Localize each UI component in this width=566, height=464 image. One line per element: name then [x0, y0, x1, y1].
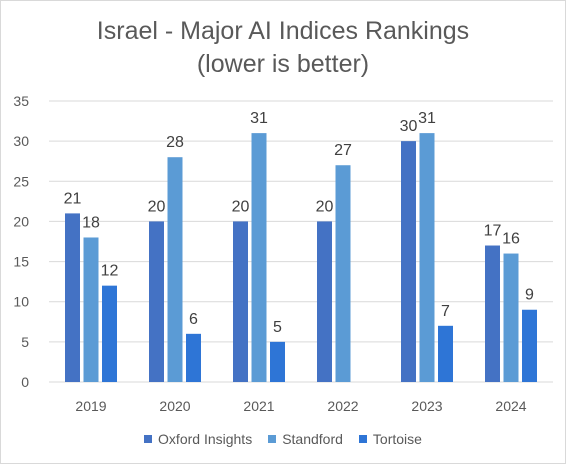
y-tick-label-0: 0: [21, 374, 29, 390]
legend-swatch-oxford-insights: [144, 435, 153, 443]
bar-oxford-insights-2022: [317, 221, 332, 382]
bar-oxford-insights-2023: [401, 141, 416, 382]
legend-item-oxford-insights: Oxford Insights: [144, 431, 252, 447]
y-tick-label-25: 25: [13, 173, 29, 189]
bar-tortoise-2020: [186, 333, 201, 382]
data-label-standford-2023: 31: [418, 110, 436, 127]
data-label-standford-2021: 31: [250, 110, 268, 127]
y-tick-label-15: 15: [13, 254, 29, 270]
legend-label-standford: Standford: [282, 431, 343, 447]
bar-standford-2024: [503, 253, 519, 382]
data-label-standford-2020: 28: [166, 134, 184, 151]
data-label-tortoise-2019: 12: [101, 263, 119, 280]
bar-standford-2020: [167, 157, 183, 382]
bar-oxford-insights-2024: [485, 245, 500, 382]
y-tick-label-10: 10: [13, 294, 29, 310]
data-label-tortoise-2020: 6: [189, 311, 198, 328]
x-tick-label-2023: 2023: [411, 398, 442, 414]
y-tick-label-30: 30: [13, 133, 29, 149]
data-label-oxford-insights-2023: 30: [400, 118, 418, 135]
chart-title: Israel - Major AI Indices Rankings (lowe…: [1, 15, 565, 81]
data-label-oxford-insights-2024: 17: [484, 223, 502, 240]
data-label-oxford-insights-2020: 20: [148, 198, 166, 215]
legend-label-oxford-insights: Oxford Insights: [158, 431, 253, 447]
x-tick-label-2022: 2022: [327, 398, 358, 414]
bar-standford-2019: [83, 237, 99, 382]
y-tick-label-5: 5: [21, 334, 29, 350]
x-tick-label-2020: 2020: [159, 398, 190, 414]
bar-standford-2022: [335, 165, 351, 382]
data-label-standford-2022: 27: [334, 142, 352, 159]
x-tick-label-2019: 2019: [75, 398, 106, 414]
bar-oxford-insights-2020: [149, 221, 164, 382]
legend-item-standford: Standford: [268, 431, 343, 447]
bar-tortoise-2024: [522, 309, 537, 382]
legend-label-tortoise: Tortoise: [372, 431, 422, 447]
legend-item-tortoise: Tortoise: [358, 431, 422, 447]
x-tick-label-2024: 2024: [495, 398, 526, 414]
bar-standford-2021: [251, 133, 267, 382]
bar-tortoise-2023: [438, 325, 453, 382]
data-label-oxford-insights-2022: 20: [316, 198, 334, 215]
data-label-tortoise-2021: 5: [273, 319, 282, 336]
bar-tortoise-2019: [102, 285, 117, 382]
data-label-standford-2019: 18: [82, 214, 100, 231]
bar-oxford-insights-2019: [65, 213, 80, 382]
data-label-tortoise-2023: 7: [441, 303, 450, 320]
chart-title-line-2: (lower is better): [196, 50, 370, 78]
legend-swatch-tortoise: [358, 435, 367, 443]
y-tick-label-35: 35: [13, 93, 29, 109]
data-label-oxford-insights-2021: 20: [232, 198, 250, 215]
y-tick-label-20: 20: [13, 213, 29, 229]
x-tick-label-2021: 2021: [243, 398, 274, 414]
data-label-standford-2024: 16: [502, 231, 520, 248]
bar-oxford-insights-2021: [233, 221, 248, 382]
bar-standford-2023: [419, 133, 435, 382]
legend-swatch-standford: [268, 435, 277, 443]
chart-title-line-1: Israel - Major AI Indices Rankings: [96, 17, 470, 45]
data-label-tortoise-2024: 9: [525, 287, 534, 304]
data-label-oxford-insights-2019: 21: [64, 190, 82, 207]
bar-tortoise-2021: [270, 341, 285, 382]
chart-legend: Oxford Insights Standford Tortoise: [1, 431, 565, 447]
